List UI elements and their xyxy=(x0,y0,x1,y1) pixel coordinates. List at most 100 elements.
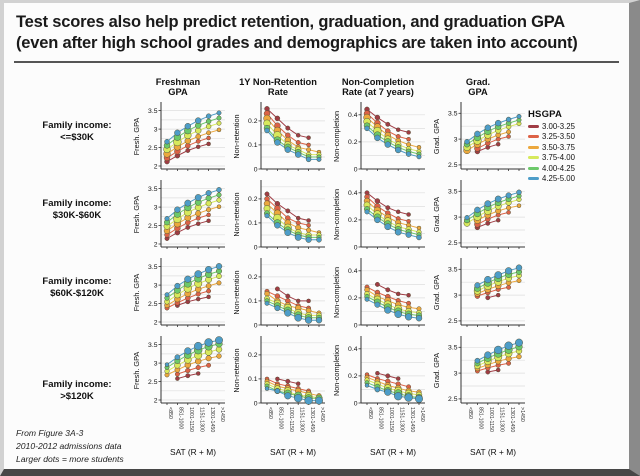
row-label-3: Family income: $60K-$120K xyxy=(26,255,128,333)
title-line-1: Test scores also help predict retention,… xyxy=(16,13,566,31)
subplot-r4c4: 2.5 3 3.5 Grad. GPA <850 851-1000 1001-1150 115… xyxy=(428,333,528,461)
legend-entry-label: 4.25-5.00 xyxy=(542,174,575,184)
subplot-r2c2: 0 0.1 0.2 Non-retention xyxy=(228,177,328,255)
y-axis-label: Grad. GPA xyxy=(432,275,441,310)
x-tick-label: >1450 xyxy=(219,407,225,422)
y-tick-label: 2 xyxy=(154,319,158,326)
row-label-line-2: $60K-$120K xyxy=(50,287,104,299)
y-tick-label: 3.5 xyxy=(448,344,458,351)
y-tick-label: 3 xyxy=(454,370,458,377)
y-tick-label: 2.5 xyxy=(448,318,458,325)
y-tick-label: 3 xyxy=(454,136,458,143)
y-tick-label: 2 xyxy=(154,241,158,248)
subplot-chart: 2.5 3 3.5 Grad. GPA <850 851-1000 1001-1150 115… xyxy=(432,335,525,457)
row-label-line-2: >$120K xyxy=(60,390,94,402)
row-label-2: Family income: $30K-$60K xyxy=(26,177,128,255)
y-tick-label: 0 xyxy=(354,322,358,329)
subplot-chart: 2 2.5 3 3.5 Fresh. GPA xyxy=(132,257,225,327)
x-tick-label: 1001-1150 xyxy=(388,407,394,432)
subplot-r1c2: 0 0.1 0.2 Non-retention xyxy=(228,99,328,177)
y-tick-label: 0.1 xyxy=(248,298,258,305)
y-tick-label: 0 xyxy=(254,166,258,173)
subplot-r4c3: 0 0.2 0.4 Non-completion <850 851-1000 1001-11… xyxy=(328,333,428,461)
legend-entry-label: 3.50-3.75 xyxy=(542,142,575,152)
subplot-chart: 0 0.2 0.4 Non-completion xyxy=(332,257,425,329)
y-tick-label: 0.2 xyxy=(348,217,358,224)
x-tick-label: >1450 xyxy=(319,407,325,422)
y-tick-label: 2.5 xyxy=(448,162,458,169)
subplot-chart: 0 0.1 0.2 Non-retention xyxy=(232,101,325,173)
y-axis-label: Fresh. GPA xyxy=(132,117,141,155)
legend-swatch-icon xyxy=(528,124,539,128)
legend-entry-label: 4.00-4.25 xyxy=(542,163,575,173)
y-tick-label: 2.5 xyxy=(448,240,458,247)
row-label-line-1: Family income: xyxy=(42,119,112,131)
y-axis-label: Non-retention xyxy=(232,192,241,236)
row-label-line-1: Family income: xyxy=(42,197,112,209)
y-tick-label: 3 xyxy=(454,292,458,299)
x-tick-label: 1001-1150 xyxy=(188,407,194,432)
x-tick-label: >1450 xyxy=(419,407,425,422)
subplot-r4c2: 0 0.1 0.2 Non-retention <850 851-1000 1001-115… xyxy=(228,333,328,461)
y-axis-label: Fresh. GPA xyxy=(132,195,141,233)
x-tick-label: 1301-1450 xyxy=(309,407,315,432)
x-tick-label: 1301-1450 xyxy=(509,407,515,432)
row-label-line-1: Family income: xyxy=(42,378,112,390)
legend-entry: 4.00-4.25 xyxy=(528,164,612,173)
subplot-chart: 0 0.2 0.4 Non-completion <850 851-1000 1001-11… xyxy=(332,335,425,457)
y-tick-label: 0 xyxy=(354,244,358,251)
column-header-3: Non-Completion Rate (at 7 years) xyxy=(341,76,415,98)
subplot-r1c1: 2 2.5 3 3.5 Fresh. GPA xyxy=(128,99,228,177)
y-tick-label: 0.4 xyxy=(348,112,358,119)
y-axis-label: Non-retention xyxy=(232,348,241,392)
legend-title: HSGPA xyxy=(528,108,563,120)
y-axis-label: Non-retention xyxy=(232,270,241,314)
row-label-line-2: <=$30K xyxy=(60,131,94,143)
slide-title: Test scores also help predict retention,… xyxy=(4,3,629,57)
x-tick-label: 851-1000 xyxy=(378,407,384,429)
subplot-chart: 0 0.1 0.2 Non-retention xyxy=(232,257,325,329)
x-tick-label: <850 xyxy=(367,407,373,419)
y-tick-label: 0.1 xyxy=(248,376,258,383)
x-tick-label: <850 xyxy=(267,407,273,419)
row-label-4: Family income: >$120K xyxy=(26,333,128,461)
column-header-1: Freshman GPA xyxy=(155,76,201,98)
y-tick-label: 3.5 xyxy=(448,188,458,195)
y-tick-label: 3 xyxy=(154,282,158,289)
x-tick-label: 1151-1300 xyxy=(498,407,504,432)
y-axis-label: Grad. GPA xyxy=(432,197,441,232)
subplot-chart: 2.5 3 3.5 Grad. GPA xyxy=(432,101,525,171)
legend-entry: 3.25-3.50 xyxy=(528,132,612,141)
y-tick-label: 0 xyxy=(354,400,358,407)
subplot-chart: 2.5 3 3.5 Grad. GPA xyxy=(432,179,525,249)
y-tick-label: 2 xyxy=(154,163,158,170)
x-axis-title: SAT (R + M) xyxy=(270,447,316,457)
y-tick-label: 0.2 xyxy=(248,274,258,281)
y-tick-label: 0.2 xyxy=(348,295,358,302)
subplot-r1c3: 0 0.2 0.4 Non-completion xyxy=(328,99,428,177)
x-tick-label: 851-1000 xyxy=(478,407,484,429)
row-label-line-2: $30K-$60K xyxy=(52,209,102,221)
subplot-r3c3: 0 0.2 0.4 Non-completion xyxy=(328,255,428,333)
x-tick-label: <850 xyxy=(167,407,173,419)
x-tick-label: 851-1000 xyxy=(278,407,284,429)
x-axis-title: SAT (R + M) xyxy=(170,447,216,457)
y-tick-label: 3 xyxy=(154,204,158,211)
y-axis-label: Non-retention xyxy=(232,114,241,158)
x-axis-title: SAT (R + M) xyxy=(370,447,416,457)
row-label-1: Family income: <=$30K xyxy=(26,99,128,177)
x-tick-label: >1450 xyxy=(519,407,525,422)
y-tick-label: 3.5 xyxy=(148,264,158,271)
y-tick-label: 0 xyxy=(254,322,258,329)
footnote-line-1: From Figure 3A-3 xyxy=(16,428,84,438)
column-header-4: Grad. GPA xyxy=(465,76,491,98)
subplot-r3c4: 2.5 3 3.5 Grad. GPA xyxy=(428,255,528,333)
y-tick-label: 3.5 xyxy=(148,186,158,193)
y-axis-label: Non-completion xyxy=(332,345,341,396)
y-tick-label: 0.1 xyxy=(248,220,258,227)
subplot-r2c1: 2 2.5 3 3.5 Fresh. GPA xyxy=(128,177,228,255)
legend-entry-label: 3.25-3.50 xyxy=(542,132,575,142)
legend-swatch-icon xyxy=(528,135,539,139)
y-tick-label: 2 xyxy=(154,397,158,404)
footnote-line-3: Larger dots = more students xyxy=(16,453,124,464)
